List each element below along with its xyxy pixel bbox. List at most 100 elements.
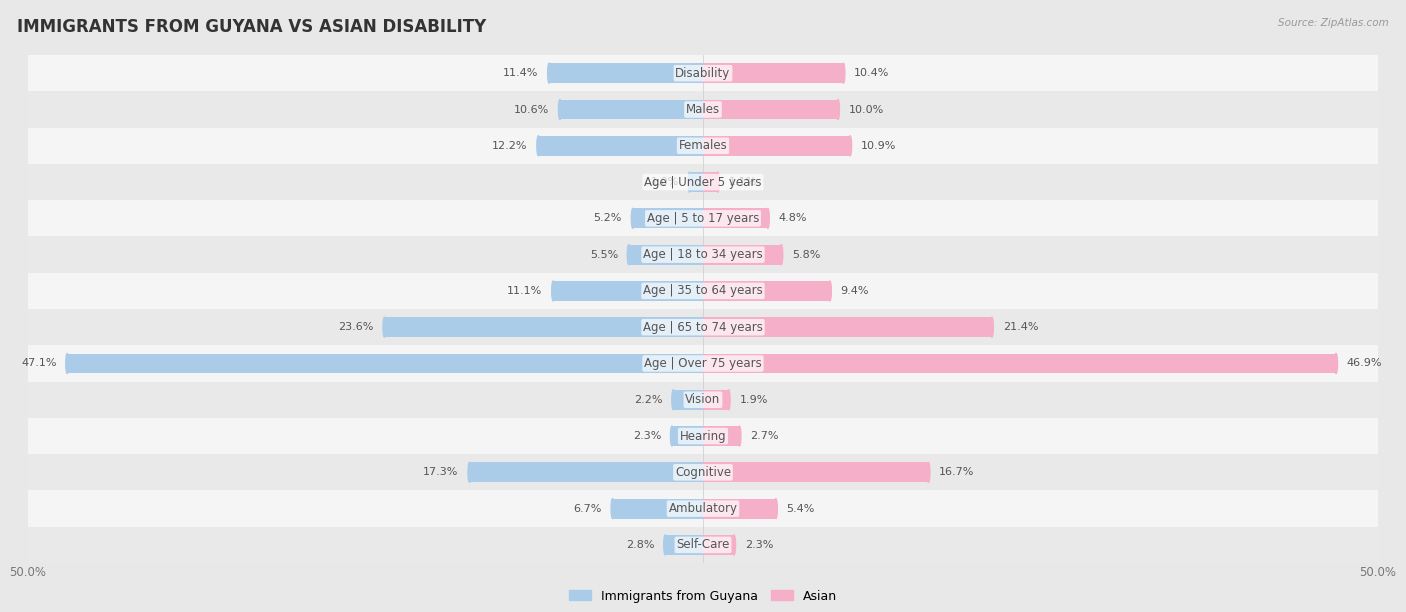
Text: Ambulatory: Ambulatory xyxy=(668,502,738,515)
Bar xyxy=(689,172,703,192)
Ellipse shape xyxy=(842,63,845,83)
Bar xyxy=(703,245,782,264)
Bar xyxy=(67,354,703,373)
Bar xyxy=(703,499,776,518)
Text: Hearing: Hearing xyxy=(679,430,727,442)
Bar xyxy=(28,345,1378,382)
Bar xyxy=(550,63,703,83)
Bar xyxy=(703,390,728,410)
Text: 1.9%: 1.9% xyxy=(740,395,768,405)
Bar xyxy=(560,100,703,119)
Text: 11.4%: 11.4% xyxy=(503,68,538,78)
Text: 2.8%: 2.8% xyxy=(626,540,654,550)
Text: IMMIGRANTS FROM GUYANA VS ASIAN DISABILITY: IMMIGRANTS FROM GUYANA VS ASIAN DISABILI… xyxy=(17,18,486,36)
Ellipse shape xyxy=(66,354,69,373)
Ellipse shape xyxy=(551,281,554,301)
Text: 6.7%: 6.7% xyxy=(574,504,602,513)
Text: 10.4%: 10.4% xyxy=(855,68,890,78)
Bar xyxy=(28,309,1378,345)
Ellipse shape xyxy=(631,208,634,228)
Ellipse shape xyxy=(627,245,630,264)
Text: 1.0%: 1.0% xyxy=(651,177,679,187)
Text: 5.5%: 5.5% xyxy=(589,250,619,259)
Bar xyxy=(28,164,1378,200)
Ellipse shape xyxy=(849,136,852,156)
Text: 16.7%: 16.7% xyxy=(939,468,974,477)
Text: 4.8%: 4.8% xyxy=(779,214,807,223)
Text: 17.3%: 17.3% xyxy=(423,468,458,477)
Text: 10.0%: 10.0% xyxy=(849,105,884,114)
Bar xyxy=(633,208,703,228)
Ellipse shape xyxy=(766,208,769,228)
Ellipse shape xyxy=(828,281,831,301)
Bar xyxy=(28,236,1378,273)
Bar xyxy=(703,208,768,228)
Text: Disability: Disability xyxy=(675,67,731,80)
Bar xyxy=(553,281,703,301)
Bar xyxy=(28,418,1378,454)
Bar xyxy=(703,136,851,156)
Text: 11.1%: 11.1% xyxy=(508,286,543,296)
Text: 5.2%: 5.2% xyxy=(593,214,621,223)
Text: Males: Males xyxy=(686,103,720,116)
Bar xyxy=(28,55,1378,91)
Text: 5.4%: 5.4% xyxy=(787,504,815,513)
Text: Age | 5 to 17 years: Age | 5 to 17 years xyxy=(647,212,759,225)
Bar xyxy=(384,317,703,337)
Bar xyxy=(673,390,703,410)
Bar xyxy=(703,281,830,301)
Ellipse shape xyxy=(780,245,783,264)
Text: 46.9%: 46.9% xyxy=(1347,359,1382,368)
Bar xyxy=(628,245,703,264)
Bar xyxy=(28,273,1378,309)
Bar xyxy=(613,499,703,518)
Ellipse shape xyxy=(688,172,690,192)
Text: 21.4%: 21.4% xyxy=(1002,322,1038,332)
Text: 2.3%: 2.3% xyxy=(745,540,773,550)
Text: 23.6%: 23.6% xyxy=(339,322,374,332)
Ellipse shape xyxy=(382,317,385,337)
Bar xyxy=(28,454,1378,490)
Ellipse shape xyxy=(468,462,471,482)
Text: Females: Females xyxy=(679,140,727,152)
Ellipse shape xyxy=(1334,354,1337,373)
Ellipse shape xyxy=(548,63,551,83)
Ellipse shape xyxy=(927,462,929,482)
Text: 47.1%: 47.1% xyxy=(21,359,56,368)
Text: 2.7%: 2.7% xyxy=(751,431,779,441)
Text: Source: ZipAtlas.com: Source: ZipAtlas.com xyxy=(1278,18,1389,28)
Text: 5.8%: 5.8% xyxy=(792,250,821,259)
Text: 12.2%: 12.2% xyxy=(492,141,527,151)
Bar xyxy=(28,490,1378,527)
Text: Age | 35 to 64 years: Age | 35 to 64 years xyxy=(643,285,763,297)
Bar xyxy=(703,354,1336,373)
Text: 2.2%: 2.2% xyxy=(634,395,662,405)
Bar xyxy=(703,63,844,83)
Ellipse shape xyxy=(990,317,993,337)
Ellipse shape xyxy=(671,426,673,446)
Text: Age | Over 75 years: Age | Over 75 years xyxy=(644,357,762,370)
Text: 9.4%: 9.4% xyxy=(841,286,869,296)
Text: Age | 65 to 74 years: Age | 65 to 74 years xyxy=(643,321,763,334)
Ellipse shape xyxy=(727,390,730,410)
Bar xyxy=(470,462,703,482)
Text: Age | 18 to 34 years: Age | 18 to 34 years xyxy=(643,248,763,261)
Bar xyxy=(665,535,703,555)
Bar xyxy=(672,426,703,446)
Ellipse shape xyxy=(733,535,735,555)
Text: Cognitive: Cognitive xyxy=(675,466,731,479)
Ellipse shape xyxy=(738,426,741,446)
Ellipse shape xyxy=(537,136,540,156)
Text: 2.3%: 2.3% xyxy=(633,431,661,441)
Text: 10.9%: 10.9% xyxy=(860,141,896,151)
Bar xyxy=(28,382,1378,418)
Ellipse shape xyxy=(612,499,614,518)
Legend: Immigrants from Guyana, Asian: Immigrants from Guyana, Asian xyxy=(564,584,842,608)
Bar xyxy=(703,100,838,119)
Ellipse shape xyxy=(837,100,839,119)
Text: Self-Care: Self-Care xyxy=(676,539,730,551)
Bar xyxy=(703,535,734,555)
Bar xyxy=(703,462,928,482)
Bar xyxy=(28,91,1378,128)
Text: 1.1%: 1.1% xyxy=(728,177,756,187)
